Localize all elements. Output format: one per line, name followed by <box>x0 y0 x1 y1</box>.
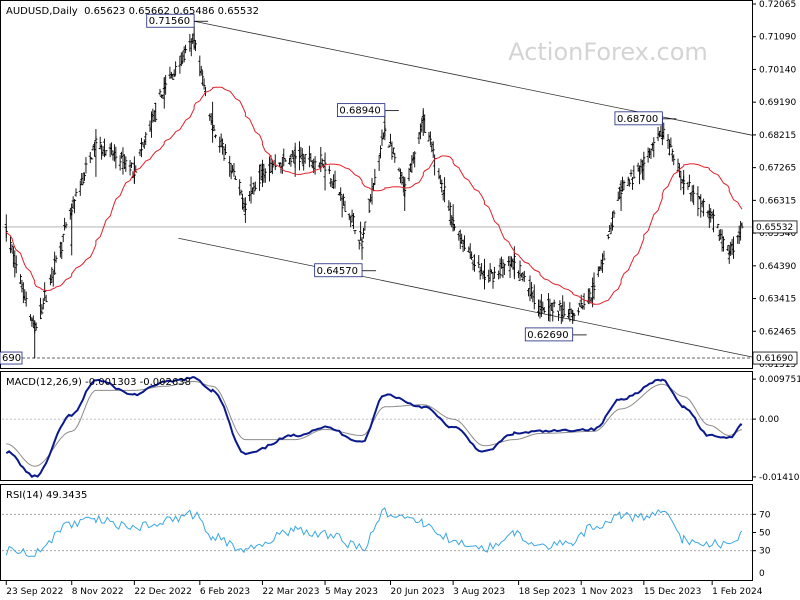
x-tick-label: 6 Feb 2023 <box>200 587 250 597</box>
price-tick-label: 0.66315 <box>759 196 796 206</box>
callout-box <box>337 103 386 118</box>
x-tick-label: 20 Jun 2023 <box>391 587 445 597</box>
candlesticks <box>4 21 744 359</box>
macd-tick-label: 0.009751 <box>759 375 800 385</box>
x-tick-label: 18 Sep 2023 <box>519 587 576 597</box>
callout-box <box>614 111 663 126</box>
rsi-line <box>5 507 743 558</box>
last-price-tag: 0.65532 <box>756 223 793 233</box>
channel-line <box>178 237 753 358</box>
price-gridlines <box>2 226 752 359</box>
x-tick-label: 8 Nov 2022 <box>72 587 124 597</box>
rsi-tick-label: 30 <box>759 547 771 557</box>
low-line-tag-box <box>752 351 798 365</box>
price-tick-label: 0.72065 <box>759 0 796 10</box>
callout-box <box>314 263 363 278</box>
callout-label: 0.68700 <box>617 114 658 125</box>
price-tick-label: 0.69190 <box>759 98 796 108</box>
price-tick-label: 0.63415 <box>759 295 796 305</box>
price-tick-label: 0.61515 <box>759 360 796 370</box>
price-tick-label: 0.65340 <box>759 229 796 239</box>
moving-average-line <box>5 86 743 305</box>
time-x-axis: 23 Sep 2022 8 Nov 2022 22 Dec 2022 6 Feb 20… <box>5 581 763 597</box>
price-tick-label: 0.70140 <box>759 65 796 75</box>
macd-tick-label: -0.014105 <box>759 473 800 483</box>
callout-label: 0.64570 <box>317 266 358 277</box>
x-tick-label: 1 Nov 2023 <box>581 587 633 597</box>
watermark: ActionForex.com <box>508 38 708 66</box>
x-tick-label: 5 May 2023 <box>325 587 378 597</box>
price-tick-label: 0.71090 <box>759 33 796 43</box>
price-tick-label: 0.64390 <box>759 262 796 272</box>
x-tick-label: 22 Mar 2023 <box>262 587 319 597</box>
macd-line <box>5 376 743 478</box>
price-panel-frame <box>0 0 753 369</box>
callout-label: 0.71560 <box>149 16 190 27</box>
symbol-header: AUDUSD,Daily 0.65623 0.65662 0.65486 0.6… <box>6 6 259 17</box>
macd-panel-frame <box>0 371 753 481</box>
moving-average-path <box>5 86 743 305</box>
macd-label: MACD(12,26,9) -0.001303 -0.002638 <box>6 377 191 388</box>
x-tick-label: 15 Dec 2023 <box>644 587 702 597</box>
callout-label: 0.68940 <box>339 106 380 117</box>
macd-panel: 0.009751 0.00 -0.014105 <box>2 375 800 483</box>
rsi-panel: 70 50 30 0 <box>2 507 771 579</box>
macd-tick-label: 0.00 <box>759 415 779 425</box>
price-y-axis: 0.72065 0.71090 0.70140 0.69190 0.68215 0.672… <box>752 0 798 370</box>
x-tick-label: 3 Aug 2023 <box>453 587 505 597</box>
x-tick-label: 23 Sep 2022 <box>6 587 63 597</box>
low-line-tag: 0.61690 <box>756 354 793 364</box>
rsi-tick-label: 50 <box>759 529 771 539</box>
callout-label: 0.62690 <box>527 330 568 341</box>
price-callouts: 0.71560 0.68940 0.64570 0.62690 0.68700 690 <box>0 13 677 365</box>
price-tick-label: 0.62465 <box>759 327 796 337</box>
price-tick-label: 0.67265 <box>759 164 796 174</box>
rsi-label: RSI(14) 49.3435 <box>6 490 87 501</box>
x-tick-label: 22 Dec 2022 <box>134 587 192 597</box>
last-price-tag-box <box>752 220 798 234</box>
callout-box <box>146 13 195 28</box>
rsi-panel-frame <box>0 484 753 581</box>
price-tick-label: 0.68215 <box>759 131 796 141</box>
left-edge-box <box>0 351 23 365</box>
x-tick-label: 1 Feb 2024 <box>712 587 763 597</box>
rsi-tick-label: 70 <box>759 510 771 520</box>
left-edge-label: 690 <box>2 353 21 364</box>
callout-box <box>524 327 574 342</box>
rsi-tick-label: 0 <box>759 569 765 579</box>
